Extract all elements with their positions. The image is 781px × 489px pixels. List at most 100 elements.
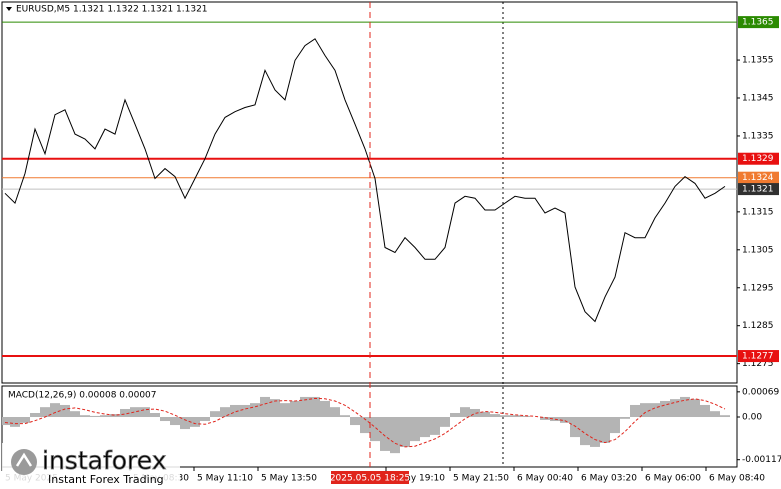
macd-bar xyxy=(410,417,420,442)
macd-bar xyxy=(150,413,160,418)
macd-bar xyxy=(690,399,700,418)
x-tick-label: 5 May 13:50 xyxy=(261,474,317,484)
macd-bar xyxy=(500,415,510,418)
macd-bar xyxy=(270,399,280,418)
macd-bar xyxy=(580,417,590,446)
macd-bar xyxy=(90,415,100,418)
macd-bar xyxy=(60,404,70,418)
macd-bar xyxy=(280,403,290,418)
level-label: 1.1329 xyxy=(742,154,774,164)
chart-title: EURUSD,M5 1.1321 1.1322 1.1321 1.1321 xyxy=(16,5,208,15)
macd-bar xyxy=(120,408,130,418)
level-box xyxy=(738,350,779,363)
macd-title: MACD(12,26,9) 0.00008 0.00007 xyxy=(8,391,157,401)
macd-bar xyxy=(310,396,320,418)
macd-bar xyxy=(650,403,660,418)
y-tick-label: 1.1305 xyxy=(742,245,774,255)
level-box xyxy=(738,171,779,184)
crosshair-label: 2025.05.05 18:25 xyxy=(330,474,410,484)
level-label: 1.1365 xyxy=(742,18,774,28)
macd-bar xyxy=(160,417,170,422)
macd-bar xyxy=(220,407,230,418)
macd-bar xyxy=(380,417,390,451)
x-tick-label: 5 May 11:10 xyxy=(197,474,253,484)
macd-bar xyxy=(240,404,250,418)
macd-bar xyxy=(700,404,710,418)
macd-bar xyxy=(250,403,260,418)
macd-bar xyxy=(200,417,210,422)
watermark-tagline: Instant Forex Trading xyxy=(48,473,164,486)
macd-bar xyxy=(720,415,730,418)
x-tick-label: 5 May 19:10 xyxy=(389,474,445,484)
macd-bar xyxy=(510,415,520,418)
x-tick-label: 6 May 08:40 xyxy=(709,474,765,484)
macd-bar xyxy=(290,400,300,418)
macd-bar xyxy=(320,400,330,418)
macd-bar xyxy=(300,396,310,418)
level-box xyxy=(738,16,779,29)
level-label: 1.1321 xyxy=(742,185,774,195)
macd-bar xyxy=(340,415,350,418)
crosshair-box xyxy=(331,471,409,484)
x-tick-label: 6 May 06:00 xyxy=(645,474,701,484)
macd-bar xyxy=(560,417,570,423)
y-tick-label: 1.1275 xyxy=(742,359,774,369)
macd-bar xyxy=(130,407,140,418)
macd-bar xyxy=(430,417,440,435)
macd-bar xyxy=(610,417,620,434)
macd-bar xyxy=(2,417,10,426)
level-label: 1.1277 xyxy=(742,352,774,362)
y-tick-label: 0.00069 xyxy=(742,387,779,397)
y-tick-label: -0.00117 xyxy=(742,455,781,465)
macd-bar xyxy=(680,396,690,418)
macd-bar xyxy=(640,403,650,418)
macd-bar xyxy=(450,413,460,418)
macd-bar xyxy=(470,408,480,418)
macd-bar xyxy=(710,411,720,418)
watermark-icon xyxy=(11,449,37,475)
macd-bar xyxy=(420,417,430,438)
macd-bar xyxy=(460,407,470,418)
x-tick-label: 6 May 00:40 xyxy=(517,474,573,484)
macd-bar xyxy=(100,415,110,418)
watermark-icon-mark xyxy=(15,452,33,467)
macd-bar xyxy=(50,403,60,418)
macd-bar xyxy=(670,399,680,418)
macd-bar xyxy=(140,407,150,418)
macd-bar xyxy=(330,407,340,418)
y-tick-label: 1.1285 xyxy=(742,321,774,331)
macd-bar xyxy=(570,417,580,438)
y-tick-label: 1.1335 xyxy=(742,131,774,141)
price-line xyxy=(4,38,726,323)
macd-bar xyxy=(590,417,600,447)
macd-bar xyxy=(40,407,50,418)
macd-bar xyxy=(400,417,410,447)
macd-bar xyxy=(480,411,490,418)
x-tick-label: 6 May 03:20 xyxy=(581,474,637,484)
y-tick-label: 1.1345 xyxy=(742,94,774,104)
macd-bar xyxy=(20,417,30,423)
macd-bar xyxy=(30,413,40,418)
macd-bar xyxy=(170,417,180,426)
macd-plot xyxy=(2,396,730,454)
macd-bar xyxy=(180,417,190,430)
level-box xyxy=(738,183,779,196)
macd-bar xyxy=(210,411,220,418)
macd-bar xyxy=(360,417,370,434)
y-tick-label: 0.00 xyxy=(742,413,762,423)
macd-bar xyxy=(630,404,640,418)
y-tick-label: 1.1355 xyxy=(742,56,774,66)
macd-bar xyxy=(350,417,360,426)
x-tick-label: 5 May 21:50 xyxy=(453,474,509,484)
macd-bar xyxy=(540,417,550,420)
macd-bar xyxy=(190,417,200,427)
macd-bar xyxy=(620,417,630,419)
macd-bar xyxy=(520,415,530,418)
macd-bar xyxy=(600,417,610,443)
watermark-brand: instaforex xyxy=(42,446,167,475)
signal-line xyxy=(4,397,726,448)
macd-bar xyxy=(390,417,400,454)
macd-bar xyxy=(110,414,120,418)
macd-bar xyxy=(80,415,90,418)
